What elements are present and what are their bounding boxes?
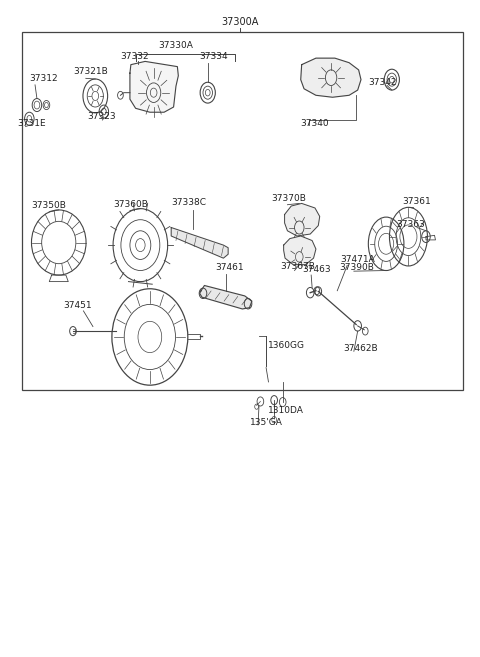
Text: 37367B: 37367B (280, 262, 315, 271)
Polygon shape (285, 204, 320, 236)
Text: 37390B: 37390B (340, 263, 374, 272)
Polygon shape (130, 61, 179, 112)
Polygon shape (284, 236, 316, 265)
Text: 37330A: 37330A (158, 41, 193, 50)
Text: 37361: 37361 (402, 197, 431, 206)
Text: 37323: 37323 (87, 112, 116, 122)
Text: 37332: 37332 (120, 53, 149, 61)
Text: 1360GG: 1360GG (267, 341, 304, 350)
Polygon shape (171, 227, 228, 258)
Text: 37340: 37340 (301, 119, 329, 128)
Text: 37350B: 37350B (31, 201, 66, 210)
Text: 37471A: 37471A (341, 255, 375, 264)
Text: 3731E: 3731E (17, 119, 46, 128)
Text: 37334: 37334 (200, 53, 228, 61)
Text: 37461: 37461 (215, 263, 243, 273)
Polygon shape (301, 58, 361, 97)
Text: 37312: 37312 (29, 74, 58, 83)
Bar (22, 32, 463, 390)
Text: 37370B: 37370B (271, 194, 306, 204)
Text: 135'GA: 135'GA (250, 418, 282, 427)
Text: 37342: 37342 (368, 78, 396, 87)
Text: 37338C: 37338C (171, 198, 206, 208)
Text: 37463: 37463 (302, 265, 331, 274)
Text: 37300A: 37300A (221, 17, 259, 28)
Text: 1310DA: 1310DA (267, 406, 303, 415)
Text: 37462B: 37462B (343, 344, 378, 353)
Text: 37360B: 37360B (113, 200, 148, 210)
Text: 37451: 37451 (63, 302, 92, 310)
Text: 37321B: 37321B (73, 68, 108, 76)
Text: 37363: 37363 (396, 221, 425, 229)
Polygon shape (200, 286, 252, 309)
